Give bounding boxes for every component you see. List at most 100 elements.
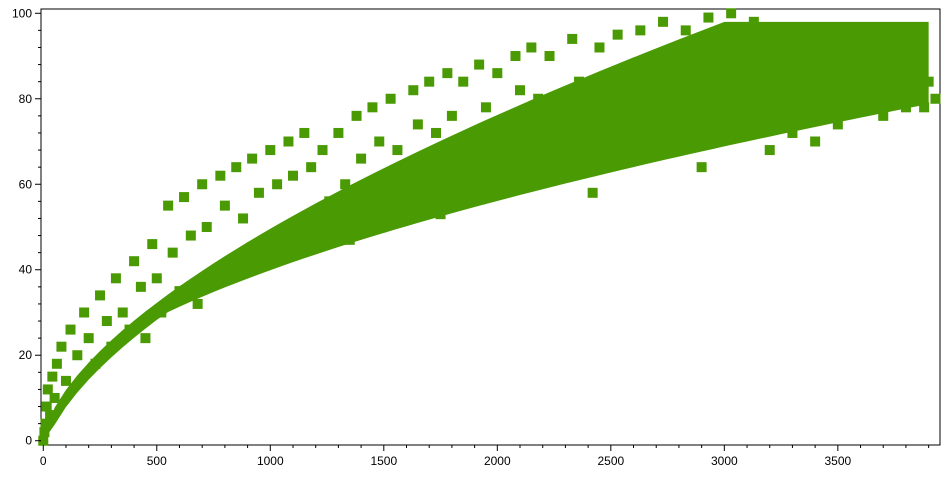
data-point bbox=[174, 286, 185, 297]
data-point bbox=[658, 16, 669, 27]
data-point bbox=[510, 51, 521, 62]
data-point bbox=[287, 170, 298, 181]
data-point bbox=[385, 93, 396, 104]
data-point bbox=[710, 51, 721, 62]
data-point bbox=[192, 298, 203, 309]
data-point bbox=[356, 153, 367, 164]
data-point bbox=[201, 222, 212, 232]
data-point bbox=[272, 179, 283, 190]
data-point bbox=[106, 341, 117, 352]
data-point bbox=[351, 110, 362, 121]
data-point bbox=[90, 358, 101, 369]
data-point bbox=[551, 102, 562, 113]
data-point bbox=[238, 213, 249, 224]
data-point bbox=[208, 273, 219, 284]
y-tick-label: 0 bbox=[25, 434, 32, 448]
y-axis: 0 20 40 60 80 100 bbox=[12, 6, 41, 448]
data-point bbox=[310, 222, 321, 232]
y-tick-label: 100 bbox=[12, 6, 32, 20]
data-point bbox=[764, 145, 775, 156]
data-point bbox=[101, 316, 112, 327]
data-point bbox=[628, 153, 639, 164]
data-point bbox=[635, 25, 646, 36]
data-point bbox=[179, 192, 190, 203]
data-point bbox=[499, 119, 510, 130]
data-point bbox=[299, 127, 310, 138]
x-tick-label: 2500 bbox=[597, 454, 624, 468]
data-point bbox=[537, 162, 548, 173]
data-point bbox=[544, 51, 555, 62]
data-point bbox=[605, 119, 616, 130]
data-point bbox=[367, 102, 378, 113]
data-point bbox=[317, 145, 328, 156]
data-point bbox=[40, 418, 51, 429]
data-point bbox=[480, 102, 491, 113]
data-point bbox=[642, 93, 653, 104]
y-tick-label: 60 bbox=[19, 177, 33, 191]
data-point bbox=[521, 136, 532, 147]
data-point bbox=[487, 153, 498, 164]
data-point bbox=[39, 427, 50, 438]
data-point bbox=[696, 162, 707, 173]
data-point bbox=[231, 162, 242, 173]
data-point bbox=[51, 358, 62, 369]
data-point bbox=[224, 264, 235, 275]
data-point bbox=[324, 196, 335, 207]
data-point bbox=[124, 324, 135, 335]
data-point bbox=[619, 68, 630, 79]
y-tick-label: 20 bbox=[19, 348, 33, 362]
data-point bbox=[129, 256, 140, 267]
data-point bbox=[846, 76, 857, 87]
data-point bbox=[95, 290, 106, 301]
data-point bbox=[601, 85, 612, 96]
x-tick-label: 2000 bbox=[484, 454, 511, 468]
data-point bbox=[651, 136, 662, 147]
data-point bbox=[839, 51, 850, 62]
data-point bbox=[801, 93, 812, 104]
data-point bbox=[283, 136, 294, 147]
data-point bbox=[526, 42, 537, 53]
data-point bbox=[424, 76, 435, 87]
data-point bbox=[110, 273, 121, 284]
data-point bbox=[832, 119, 843, 130]
data-point bbox=[726, 8, 737, 19]
data-point bbox=[869, 93, 880, 104]
data-point bbox=[242, 247, 253, 258]
data-point bbox=[900, 102, 911, 113]
data-point bbox=[215, 170, 226, 181]
data-point bbox=[306, 162, 317, 173]
data-point bbox=[265, 145, 276, 156]
data-point bbox=[253, 187, 264, 198]
data-point bbox=[151, 273, 162, 284]
data-point bbox=[492, 68, 503, 79]
data-point bbox=[79, 307, 90, 318]
data-point bbox=[135, 281, 146, 292]
data-point bbox=[117, 307, 128, 318]
x-axis: 0 500 1000 1500 2000 2500 3000 3500 bbox=[40, 445, 930, 468]
data-point bbox=[163, 200, 174, 211]
data-point bbox=[878, 110, 889, 121]
data-point bbox=[401, 200, 412, 211]
data-point bbox=[278, 243, 289, 254]
data-point bbox=[787, 127, 798, 138]
data-point bbox=[612, 29, 623, 40]
data-point bbox=[567, 33, 578, 44]
x-tick-label: 0 bbox=[40, 454, 47, 468]
data-point bbox=[442, 68, 453, 79]
data-point bbox=[392, 145, 403, 156]
data-point bbox=[378, 187, 389, 198]
data-point bbox=[446, 110, 457, 121]
data-point bbox=[260, 256, 271, 267]
data-point bbox=[680, 25, 691, 36]
data-points bbox=[38, 8, 941, 446]
data-point bbox=[38, 435, 49, 446]
data-point bbox=[412, 119, 423, 130]
data-point bbox=[594, 42, 605, 53]
data-point bbox=[533, 93, 544, 104]
data-point bbox=[294, 230, 305, 241]
data-point bbox=[147, 239, 158, 250]
x-tick-label: 1500 bbox=[370, 454, 397, 468]
data-point bbox=[140, 333, 151, 344]
data-point bbox=[83, 333, 94, 344]
